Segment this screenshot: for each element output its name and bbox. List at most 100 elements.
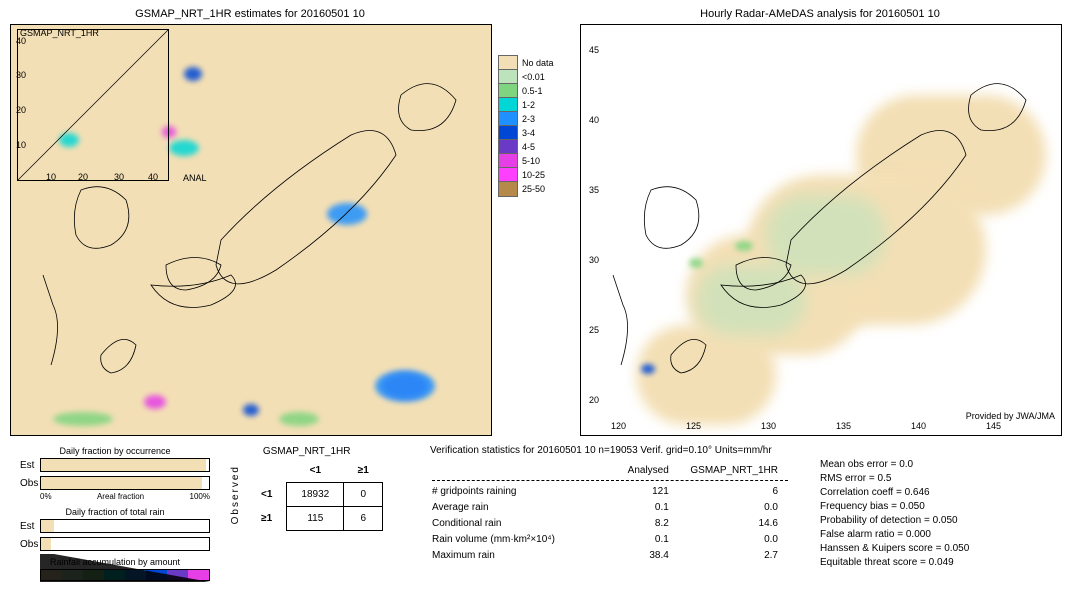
rain-blob: [144, 395, 166, 409]
rain-blob: [327, 203, 367, 225]
rain-blob: [689, 258, 703, 268]
xtick: 120: [611, 421, 626, 431]
inset-ytick: 10: [16, 140, 26, 150]
verif-score-line: Mean obs error = 0.0: [820, 458, 969, 472]
legend-label: 10-25: [522, 170, 545, 180]
xtick: 130: [761, 421, 776, 431]
axis-100: 100%: [190, 492, 210, 501]
ytick: 40: [589, 115, 599, 125]
ytick: 30: [589, 255, 599, 265]
legend-row: <0.01: [498, 70, 568, 84]
inset-xtick: 40: [148, 172, 158, 182]
legend-label: 4-5: [522, 142, 535, 152]
inset-diagonal: [18, 30, 168, 180]
ct-c12: 0: [344, 483, 383, 507]
rain-blob: [375, 370, 435, 402]
legend-swatch: [498, 181, 518, 197]
ct-c11: 18932: [287, 483, 344, 507]
contingency-block: GSMAP_NRT_1HR Observed <1≥1 <1189320 ≥11…: [230, 446, 383, 531]
rain-accum-title: Rainfall accumulation by amount: [20, 557, 210, 567]
verif-header: Verification statistics for 20160501 10 …: [430, 444, 1070, 458]
legend-label: 0.5-1: [522, 86, 543, 96]
verif-score-line: Probability of detection = 0.050: [820, 514, 969, 528]
legend-row: 3-4: [498, 126, 568, 140]
obs-label: Obs: [20, 478, 40, 489]
verif-row: Conditional rain8.214.6: [432, 517, 788, 531]
verif-row: Rain volume (mm·km²×10⁴)0.10.0: [432, 533, 788, 547]
xtick: 135: [836, 421, 851, 431]
map-title-left: GSMAP_NRT_1HR estimates for 20160501 10: [10, 8, 490, 20]
ct-c21: 115: [287, 507, 344, 531]
verif-row: # gridpoints raining1216: [432, 485, 788, 499]
verif-scores: Mean obs error = 0.0RMS error = 0.5Corre…: [820, 458, 969, 570]
inset-box: GSMAP_NRT_1HR 10 20 30 40 10 20 30 40: [17, 29, 169, 181]
legend-label: <0.01: [522, 72, 545, 82]
legend-row: 0.5-1: [498, 84, 568, 98]
ct-c22: 6: [344, 507, 383, 531]
ytick: 25: [589, 325, 599, 335]
verif-score-line: False alarm ratio = 0.000: [820, 528, 969, 542]
legend-label: 3-4: [522, 128, 535, 138]
est-label2: Est: [20, 521, 40, 532]
occurrence-title: Daily fraction by occurrence: [20, 446, 210, 456]
rain-blob: [641, 364, 655, 374]
ytick: 35: [589, 185, 599, 195]
est-rain-bar: [40, 519, 210, 533]
map-title-right: Hourly Radar-AMeDAS analysis for 2016050…: [580, 8, 1060, 20]
ct-side-label: Observed: [230, 465, 241, 524]
right-map-bg: 120 125 130 135 140 145 20 25 30 35 40 4…: [581, 25, 1061, 435]
axis-0: 0%: [40, 492, 52, 501]
anal-label: ANAL: [183, 173, 207, 183]
ytick: 20: [589, 395, 599, 405]
obs-label2: Obs: [20, 539, 40, 550]
legend-row: 4-5: [498, 140, 568, 154]
legend-row: 25-50: [498, 182, 568, 196]
verif-score-line: Frequency bias = 0.050: [820, 500, 969, 514]
verif-table: Analysed GSMAP_NRT_1HR # gridpoints rain…: [430, 462, 790, 565]
rain-overlay-right: [581, 25, 1061, 435]
right-map: 120 125 130 135 140 145 20 25 30 35 40 4…: [580, 24, 1062, 436]
legend-label: 2-3: [522, 114, 535, 124]
legend-label: 25-50: [522, 184, 545, 194]
legend-row: No data: [498, 56, 568, 70]
rain-blob: [53, 412, 113, 426]
legend-row: 2-3: [498, 112, 568, 126]
ct-row1: <1: [247, 483, 287, 507]
legend-row: 5-10: [498, 154, 568, 168]
verif-score-line: Hanssen & Kuipers score = 0.050: [820, 542, 969, 556]
xtick: 125: [686, 421, 701, 431]
ytick: 45: [589, 45, 599, 55]
fraction-bars: Daily fraction by occurrence Est Obs 0% …: [20, 446, 210, 581]
verif-col-a: Analysed: [598, 464, 679, 478]
verif-row: Average rain0.10.0: [432, 501, 788, 515]
xtick: 145: [986, 421, 1001, 431]
obs-occ-bar: [40, 476, 210, 490]
ct-title: GSMAP_NRT_1HR: [230, 446, 383, 457]
legend-row: 1-2: [498, 98, 568, 112]
totalrain-title: Daily fraction of total rain: [20, 507, 210, 517]
verif-score-line: RMS error = 0.5: [820, 472, 969, 486]
inset-ytick: 30: [16, 70, 26, 80]
contingency-table: <1≥1 <1189320 ≥11156: [247, 459, 383, 531]
left-map: GSMAP_NRT_1HR 10 20 30 40 10 20 30 40 AN…: [10, 24, 492, 436]
legend-label: 1-2: [522, 100, 535, 110]
bar-axis: 0% Areal fraction 100%: [20, 492, 210, 501]
ct-row2: ≥1: [247, 507, 287, 531]
axis-mid: Areal fraction: [97, 492, 144, 501]
verification-block: Verification statistics for 20160501 10 …: [430, 444, 1070, 570]
inset-ytick: 20: [16, 105, 26, 115]
rain-blob: [184, 67, 202, 81]
rain-blob: [735, 241, 753, 251]
ct-col2: ≥1: [344, 459, 383, 483]
provided-label: Provided by JWA/JMA: [966, 411, 1055, 421]
ct-col1: <1: [287, 459, 344, 483]
inset-xtick: 10: [46, 172, 56, 182]
rain-blob: [169, 140, 199, 156]
inset-xtick: 20: [78, 172, 88, 182]
xtick: 140: [911, 421, 926, 431]
verif-score-line: Correlation coeff = 0.646: [820, 486, 969, 500]
est-occ-bar: [40, 458, 210, 472]
verif-score-line: Equitable threat score = 0.049: [820, 556, 969, 570]
obs-rain-bar: [40, 537, 210, 551]
verif-col-b: GSMAP_NRT_1HR: [681, 464, 788, 478]
